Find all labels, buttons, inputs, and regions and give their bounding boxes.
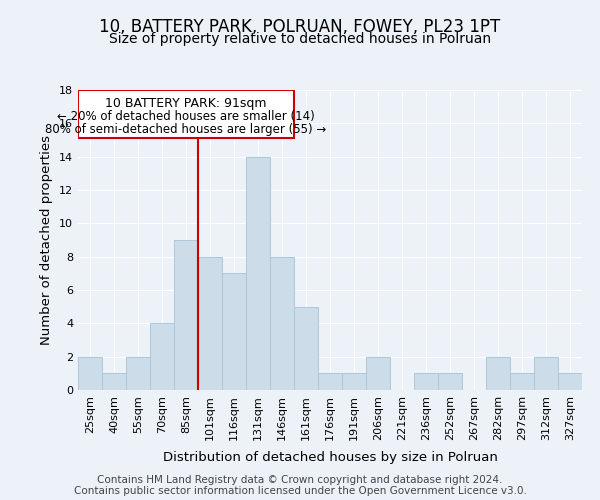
Bar (294, 306, 318, 390)
Bar (486, 356, 510, 390)
Text: 80% of semi-detached houses are larger (55) →: 80% of semi-detached houses are larger (… (46, 124, 326, 136)
Bar (198, 256, 222, 390)
Bar (150, 324, 174, 390)
Bar (534, 356, 558, 390)
Bar (414, 374, 438, 390)
Bar (342, 374, 366, 390)
Text: Contains HM Land Registry data © Crown copyright and database right 2024.: Contains HM Land Registry data © Crown c… (97, 475, 503, 485)
Bar (78, 90, 294, 138)
Bar (102, 374, 126, 390)
Bar (366, 356, 390, 390)
Bar (222, 274, 246, 390)
Bar (558, 374, 582, 390)
Text: 10 BATTERY PARK: 91sqm: 10 BATTERY PARK: 91sqm (105, 96, 267, 110)
Bar (510, 374, 534, 390)
Bar (174, 240, 198, 390)
Bar (246, 156, 270, 390)
Y-axis label: Number of detached properties: Number of detached properties (40, 135, 53, 345)
Text: 10, BATTERY PARK, POLRUAN, FOWEY, PL23 1PT: 10, BATTERY PARK, POLRUAN, FOWEY, PL23 1… (100, 18, 500, 36)
Text: Size of property relative to detached houses in Polruan: Size of property relative to detached ho… (109, 32, 491, 46)
X-axis label: Distribution of detached houses by size in Polruan: Distribution of detached houses by size … (163, 451, 497, 464)
Bar (270, 256, 294, 390)
Text: ← 20% of detached houses are smaller (14): ← 20% of detached houses are smaller (14… (57, 110, 315, 123)
Bar (438, 374, 462, 390)
Text: Contains public sector information licensed under the Open Government Licence v3: Contains public sector information licen… (74, 486, 526, 496)
Bar (78, 356, 102, 390)
Bar (318, 374, 342, 390)
Bar (126, 356, 150, 390)
